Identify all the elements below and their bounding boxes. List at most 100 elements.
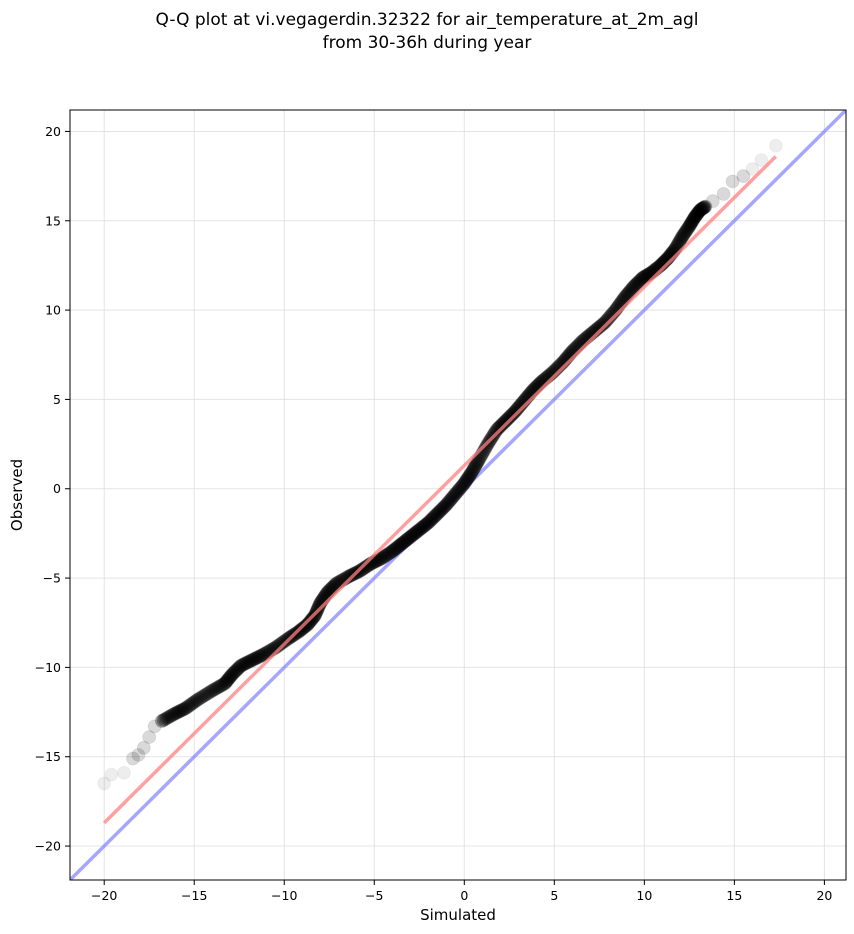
quantile-point [424,512,439,527]
quantile-point [296,621,311,636]
quantile-point [638,268,653,283]
quantile-point [433,503,448,518]
y-tick-label: −15 [35,749,61,764]
quantile-point [214,678,229,693]
quantile-point [184,697,199,712]
quantile-point [503,409,518,424]
quantile-point [192,691,207,706]
quantile-point [697,200,712,215]
quantile-point [252,649,267,664]
quantile-point [358,560,373,575]
quantile-point [468,459,483,474]
quantile-point [389,540,404,555]
quantile-point [685,213,700,228]
quantile-point [165,707,180,722]
quantile-point [412,522,427,537]
quantile-point [416,519,431,534]
quantile-point [311,599,326,614]
quantile-point [736,169,751,184]
x-tick-label: −15 [181,888,207,903]
quantile-point [423,513,438,528]
x-tick-label: 10 [636,888,652,903]
quantile-point [619,287,634,302]
quantile-point [683,216,698,231]
quantile-point [470,454,485,469]
quantile-point [203,684,218,699]
quantile-point [371,552,386,567]
quantile-point [392,538,407,553]
quantile-point [374,551,389,566]
quantile-point [142,730,157,745]
x-tick-label: −20 [91,888,117,903]
quantile-point [694,202,709,217]
quantile-point [453,480,468,495]
quantile-point [232,659,247,674]
quantile-point [466,462,481,477]
quantile-point [673,232,688,247]
quantile-point [490,421,505,436]
quantile-point [455,479,470,494]
quantile-point [382,546,397,561]
quantile-point [504,408,519,423]
quantile-point [303,614,318,629]
quantile-point [243,653,258,668]
quantile-point [676,228,691,243]
quantile-point [682,219,697,234]
quantile-point [685,214,700,229]
quantile-point [406,527,421,542]
quantile-point [217,676,232,691]
x-tick-label: 5 [550,888,558,903]
quantile-point [162,709,177,724]
quantile-point [622,285,637,300]
quantile-point [221,672,236,687]
quantile-point [300,617,315,632]
quantile-point [725,174,740,189]
quantile-point [500,411,515,426]
quantile-point [422,514,437,529]
quantile-point [381,546,396,561]
quantile-point [678,224,693,239]
quantile-point [178,701,193,716]
quantile-point [745,162,759,176]
quantile-point [393,538,408,553]
y-axis-label: Observed [8,459,26,531]
quantile-point [236,657,251,672]
quantile-point [301,616,316,631]
x-tick-label: −10 [271,888,297,903]
quantile-point [395,536,410,551]
quantile-point [201,685,216,700]
quantile-point [628,277,643,292]
quantile-point [383,545,398,560]
quantile-point [159,711,174,726]
quantile-point [623,283,638,298]
quantile-point [356,561,371,576]
quantile-point [438,498,453,513]
quantile-point [223,669,238,684]
quantile-point [456,477,471,492]
quantile-point [97,777,111,791]
quantile-point [689,207,704,222]
quantile-point [419,517,434,532]
quantile-point [695,201,710,216]
quantile-point [599,314,614,329]
quantile-point [157,712,172,727]
quantile-point [182,698,197,713]
quantile-point [493,419,508,434]
quantile-point [399,532,414,547]
quantile-point [386,543,401,558]
plot-frame [69,109,847,881]
quantile-point [675,229,690,244]
quantile-point [274,636,289,651]
quantile-point [693,203,708,218]
quantile-point [218,675,233,690]
quantile-point [117,766,131,780]
quantile-point [459,473,474,488]
quantile-point [489,422,504,437]
quantile-point [440,496,455,511]
quantile-point [618,289,633,304]
quantile-point [754,153,768,167]
quantile-point [432,504,447,519]
quantile-point [629,276,644,291]
quantile-point [679,223,694,238]
quantile-point [631,275,646,290]
